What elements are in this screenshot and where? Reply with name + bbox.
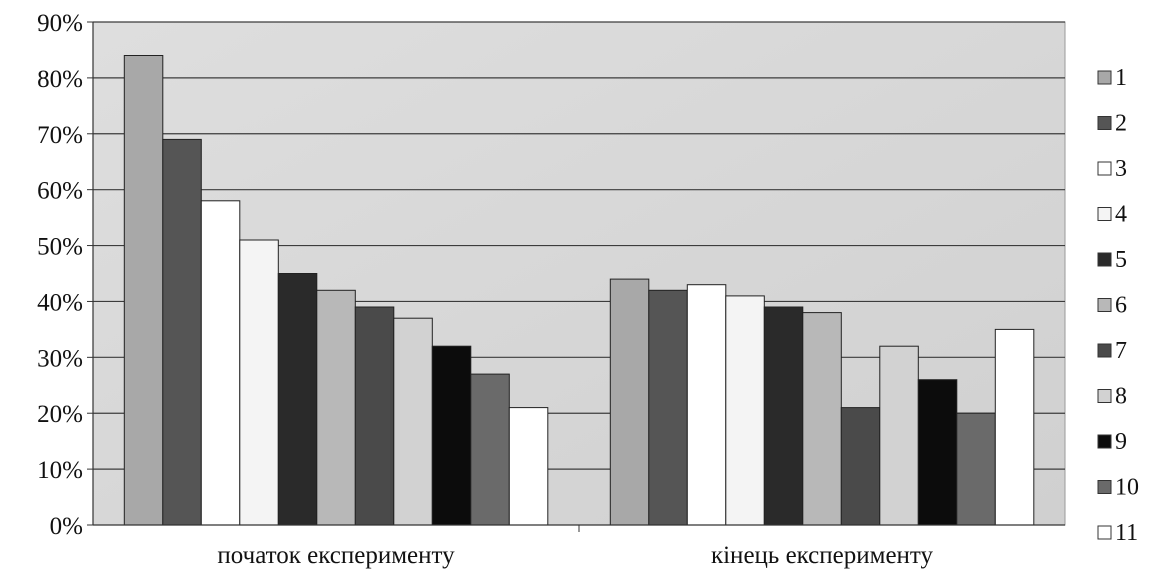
legend-item: 7 (1097, 338, 1127, 364)
bar (470, 373, 510, 526)
legend-item: 1 (1097, 65, 1127, 91)
legend-label: 6 (1115, 293, 1127, 319)
bar (686, 284, 727, 526)
legend-swatch (1097, 389, 1112, 403)
legend-label: 9 (1115, 429, 1127, 455)
legend-swatch (1097, 480, 1112, 494)
bar (763, 306, 804, 526)
legend-swatch (1097, 116, 1112, 130)
y-tick-label: 90% (37, 10, 83, 37)
bar (840, 407, 881, 526)
legend-swatch (1097, 343, 1112, 358)
x-tick-label: початок експерименту (217, 542, 455, 569)
legend-item: 2 (1097, 111, 1127, 137)
legend-label: 3 (1115, 156, 1127, 182)
axes: 0% 10% 20% 30% 40% 50% 60% 70% 80% 90% початок екс… (37, 10, 1065, 569)
legend-label: 8 (1115, 384, 1127, 410)
legend-item: 10 (1097, 475, 1139, 501)
legend-swatch (1097, 298, 1112, 312)
legend-label: 4 (1115, 202, 1127, 228)
bar (508, 407, 549, 526)
bar (123, 55, 164, 526)
bar (277, 273, 318, 526)
legend-item: 9 (1097, 429, 1127, 455)
legend-item: 5 (1097, 247, 1127, 273)
bar (431, 345, 472, 526)
legend-swatch (1097, 434, 1112, 449)
y-tick-label: 80% (37, 66, 83, 93)
bars (123, 55, 1035, 526)
legend-label: 10 (1115, 475, 1139, 501)
legend-swatch (1097, 252, 1112, 267)
legend-swatch (1097, 525, 1112, 540)
legend-swatch (1097, 207, 1112, 221)
legend-item: 11 (1097, 520, 1138, 546)
y-tick-label: 50% (37, 234, 83, 261)
x-tick-label: кінець експерименту (711, 542, 934, 569)
legend-label: 2 (1115, 111, 1127, 137)
bar (917, 379, 958, 526)
legend-item: 4 (1097, 202, 1127, 228)
legend-swatch (1097, 70, 1112, 85)
legend-label: 5 (1115, 247, 1127, 273)
legend-swatch (1097, 161, 1112, 176)
legend-label: 7 (1115, 338, 1127, 364)
legend-item: 8 (1097, 384, 1127, 410)
bar (316, 289, 356, 526)
y-tick-label: 70% (37, 122, 83, 149)
bar (162, 138, 202, 526)
bar (354, 306, 395, 526)
legend-item: 3 (1097, 156, 1127, 182)
legend-label: 11 (1115, 520, 1138, 546)
bar (239, 239, 279, 526)
y-tick-label: 40% (37, 289, 83, 316)
bar (956, 412, 996, 526)
bar (725, 295, 765, 526)
bar (393, 317, 433, 526)
bar (879, 345, 919, 526)
legend: 1 2 3 4 5 6 7 8 9 10 11 (1097, 65, 1139, 546)
legend-label: 1 (1115, 65, 1127, 91)
y-tick-label: 60% (37, 178, 83, 205)
y-tick-label: 0% (50, 513, 83, 540)
legend-item: 6 (1097, 293, 1127, 319)
y-tick-label: 10% (37, 457, 83, 484)
bar (200, 200, 241, 526)
bar (609, 278, 650, 526)
bar (648, 289, 688, 526)
y-tick-label: 30% (37, 345, 83, 372)
y-tick-label: 20% (37, 401, 83, 428)
bar (802, 312, 842, 526)
bar (994, 328, 1035, 526)
